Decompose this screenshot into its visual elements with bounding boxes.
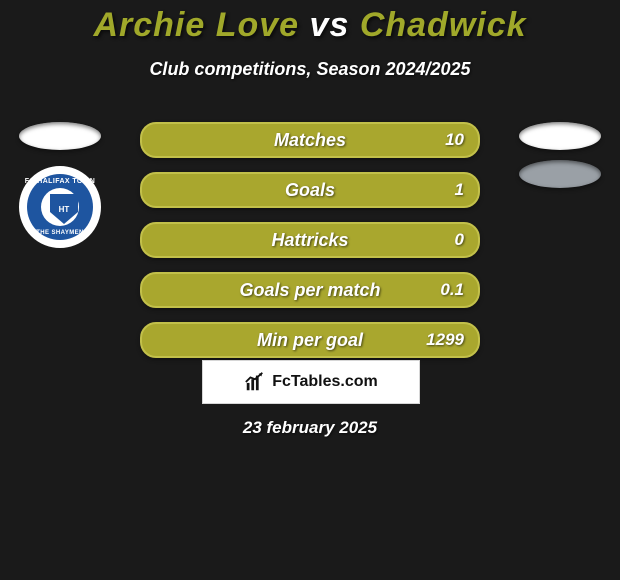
stat-value: 1 [455, 174, 464, 206]
player1-avatar-placeholder [19, 122, 101, 150]
stat-bars: Matches 10 Goals 1 Hattricks 0 Goals per… [140, 122, 480, 358]
stat-bar-hattricks: Hattricks 0 [140, 222, 480, 258]
stat-value: 10 [445, 124, 464, 156]
stat-value: 0.1 [440, 274, 464, 306]
stat-bar-gpm: Goals per match 0.1 [140, 272, 480, 308]
badge-top-text: FC HALIFAX TOWN [23, 178, 97, 185]
date-text: 23 february 2025 [0, 418, 620, 438]
stat-bar-mpg: Min per goal 1299 [140, 322, 480, 358]
bar-chart-icon [244, 371, 266, 393]
right-player-column [500, 122, 620, 188]
badge-shield-text: HT [59, 205, 70, 214]
stat-bar-goals: Goals 1 [140, 172, 480, 208]
subtitle: Club competitions, Season 2024/2025 [0, 59, 620, 80]
stat-value: 1299 [426, 324, 464, 356]
player2-avatar-placeholder [519, 122, 601, 150]
player1-club-badge: FC HALIFAX TOWN HT THE SHAYMEN [19, 166, 101, 248]
player2-name: Chadwick [360, 6, 527, 44]
stat-bar-matches: Matches 10 [140, 122, 480, 158]
stat-label: Matches [142, 124, 478, 156]
page-title: Archie Love vs Chadwick [0, 6, 620, 45]
stat-label: Hattricks [142, 224, 478, 256]
badge-bottom-text: THE SHAYMEN [23, 230, 97, 236]
player-compare-card: Archie Love vs Chadwick Club competition… [0, 6, 620, 580]
stat-value: 0 [455, 224, 464, 256]
stat-label: Goals [142, 174, 478, 206]
player1-name: Archie Love [93, 6, 299, 44]
branding-text: FcTables.com [272, 373, 378, 391]
left-player-column: FC HALIFAX TOWN HT THE SHAYMEN [0, 122, 120, 248]
branding: FcTables.com [202, 360, 420, 404]
vs-text: vs [310, 6, 350, 44]
stat-label: Goals per match [142, 274, 478, 306]
player2-club-placeholder [519, 160, 601, 188]
